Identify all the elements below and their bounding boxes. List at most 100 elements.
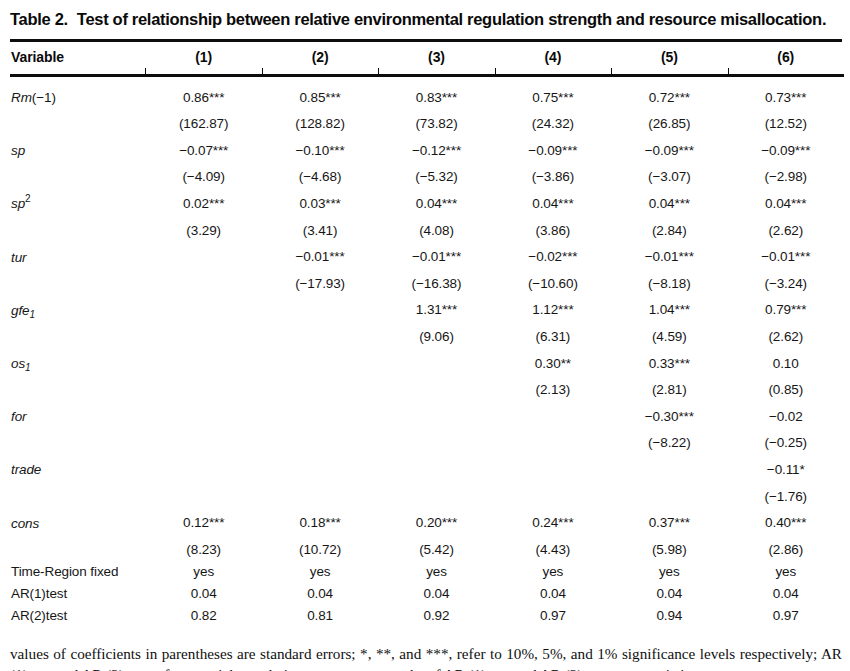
coef-cell [495,401,611,432]
stat-cell: (4.43) [495,539,611,561]
coef-cell: −0.12*** [378,135,494,166]
summary-cell: 0.04 [611,583,727,605]
column-header: (6) [728,42,844,76]
coef-cell: −0.01*** [611,242,727,273]
coef-cell: 0.12*** [145,508,261,539]
stat-cell: (−17.93) [262,273,378,295]
coef-cell: 0.85*** [262,76,378,114]
column-header: (5) [611,42,727,76]
coef-cell: 0.04*** [611,188,727,219]
coef-cell: 0.83*** [378,76,494,114]
coef-cell: 0.02*** [145,188,261,219]
coef-cell: 1.04*** [611,295,727,326]
stat-cell: (24.32) [495,113,611,135]
stat-cell: (−16.38) [378,273,494,295]
stat-cell: (10.72) [262,539,378,561]
coef-cell: 0.20*** [378,508,494,539]
coef-cell [262,401,378,432]
stat-cell: (8.23) [145,539,261,561]
stat-cell: (128.82) [262,113,378,135]
variable-row: tur −0.01*** −0.01*** −0.02*** −0.01*** … [10,242,844,273]
stat-cell: (2.84) [611,220,727,242]
coef-cell: −0.09*** [728,135,844,166]
stat-cell: (−0.25) [728,432,844,454]
stat-cell: (26.85) [611,113,727,135]
summary-cell: yes [728,561,844,583]
stat-cell: (3.41) [262,220,378,242]
variable-label: sp [10,135,145,166]
variable-label: tur [10,242,145,273]
variable-label: Rm(−1) [10,76,145,114]
coef-cell: −0.01*** [378,242,494,273]
footnote-text-tail: statistics. [641,666,701,671]
summary-label: AR(1)test [10,583,145,605]
column-header: (3) [378,42,494,76]
stat-cell: (−3.07) [611,166,727,188]
coef-cell: −0.11* [728,454,844,485]
coef-cell [378,401,494,432]
stat-cell: (5.42) [378,539,494,561]
stat-cell: (12.52) [728,113,844,135]
summary-label: Time-Region fixed [10,561,145,583]
stat-cell: (−3.24) [728,273,844,295]
coef-cell: −0.30*** [611,401,727,432]
variable-row: Rm(−1) 0.86*** 0.85*** 0.83*** 0.75*** 0… [10,76,844,114]
stat-cell [145,379,261,401]
stat-cell: (2.81) [611,379,727,401]
summary-cell: yes [378,561,494,583]
variable-row: sp2 0.02*** 0.03*** 0.04*** 0.04*** 0.04… [10,188,844,219]
summary-cell: 0.04 [378,583,494,605]
stat-cell [378,432,494,454]
summary-cell: 0.81 [262,605,378,627]
coef-cell: 0.18*** [262,508,378,539]
coef-cell: −0.09*** [611,135,727,166]
coef-cell: 0.24*** [495,508,611,539]
stat-cell: (−1.76) [728,486,844,508]
coef-cell [495,454,611,485]
variable-row: trade −0.11* [10,454,844,485]
stat-cell [145,486,261,508]
stat-cell: (−3.86) [495,166,611,188]
coef-cell: 0.30** [495,348,611,379]
stat-cell: (4.08) [378,220,494,242]
coef-cell: 0.10 [728,348,844,379]
column-header: (1) [145,42,261,76]
coef-cell: 0.03*** [262,188,378,219]
variable-row: sp −0.07*** −0.10*** −0.12*** −0.09*** −… [10,135,844,166]
variable-row: gfe1 1.31*** 1.12*** 1.04*** 0.79*** [10,295,844,326]
coef-cell: 0.37*** [611,508,727,539]
coef-cell: 0.72*** [611,76,727,114]
stat-cell: (3.29) [145,220,261,242]
column-header: Variable [10,42,145,76]
stat-cell [262,432,378,454]
coef-cell: 0.79*** [728,295,844,326]
stat-cell [145,326,261,348]
stat-cell [262,379,378,401]
table-footnote: values of coefficients in parentheses ar… [10,643,842,671]
coef-cell: 0.73*** [728,76,844,114]
table-number: Table 2. [10,10,68,28]
coef-cell: 0.40*** [728,508,844,539]
footnote-text: values of coefficients in parentheses ar… [10,645,842,671]
stat-cell: (6.31) [495,326,611,348]
coef-cell [262,348,378,379]
coef-cell: 0.04*** [378,188,494,219]
variable-label: for [10,401,145,432]
stat-cell: (−2.98) [728,166,844,188]
stat-row: (162.87) (128.82) (73.82) (24.32) (26.85… [10,113,844,135]
summary-cell: 0.04 [728,583,844,605]
summary-cell: 0.04 [145,583,261,605]
stat-row: (−8.22) (−0.25) [10,432,844,454]
stat-cell [262,326,378,348]
coef-cell [145,295,261,326]
stat-cell: (4.59) [611,326,727,348]
summary-cell: yes [145,561,261,583]
summary-cell: yes [262,561,378,583]
summary-label: AR(2)test [10,605,145,627]
stat-cell: (−8.18) [611,273,727,295]
stat-cell: (−4.68) [262,166,378,188]
variable-label: sp2 [10,188,145,219]
stat-cell: (3.86) [495,220,611,242]
stat-cell: (73.82) [378,113,494,135]
stat-cell: (2.62) [728,326,844,348]
